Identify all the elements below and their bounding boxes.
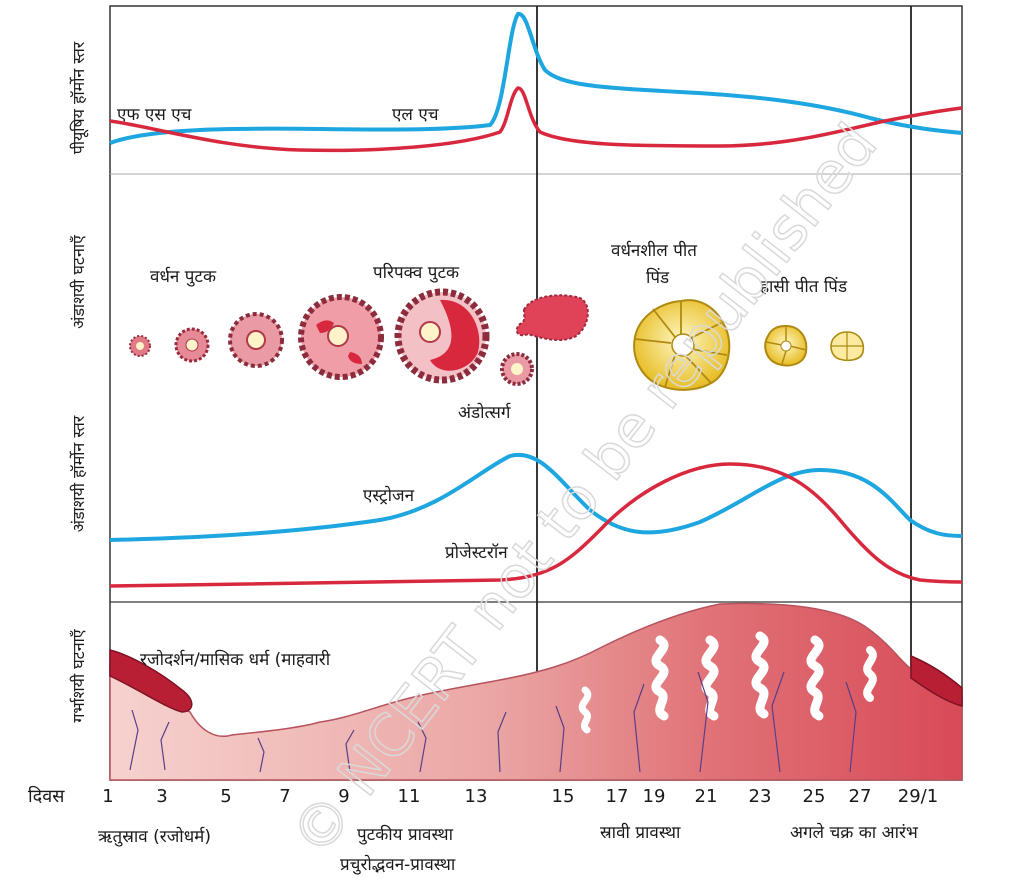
mature-follicle-label: परिपक्व पुटक [373, 262, 460, 283]
ovulation-icon [500, 294, 589, 386]
day-tick: 17 [606, 786, 629, 807]
day-tick: 3 [156, 786, 167, 807]
follicle-growth-sequence-icon [129, 288, 490, 384]
day-tick: 5 [220, 786, 231, 807]
menstrual-phase-label: ऋतुस्राव (रजोधर्म) [98, 826, 211, 847]
lh-label: एल एच [392, 105, 440, 125]
progesterone-label: प्रोजेस्टरॉन [445, 542, 508, 563]
day-tick: 11 [398, 786, 421, 807]
estrogen-label: एस्ट्रोजन [363, 485, 415, 506]
progesterone-curve [109, 462, 963, 588]
estrogen-curve [109, 452, 963, 542]
endometrium-illustration [109, 602, 963, 781]
day-tick: 29/1 [898, 786, 938, 807]
day-tick: 25 [803, 786, 826, 807]
follicular-phase-label-2: प्रचुरोद्भवन-प्रावस्था [340, 854, 456, 875]
day-tick: 9 [338, 786, 349, 807]
developing-corpus-luteum-label-1: वर्धनशील पीत [611, 240, 697, 261]
ovulation-label: अंडोत्सर्ग [458, 402, 511, 423]
menstruation-label: रजोदर्शन/मासिक धर्म (माहवारी [140, 649, 331, 670]
day-tick: 19 [643, 786, 666, 807]
corpus-luteum-icon [633, 299, 865, 391]
follicular-phase-label-1: पुटकीय प्रावस्था [357, 824, 454, 845]
ovarian-events-ylabel: अंडाशयी घटनाएँ [69, 234, 88, 329]
fsh-curve [109, 86, 963, 153]
next-cycle-label: अगले चक्र का आरंभ [790, 822, 919, 843]
day-tick: 7 [279, 786, 290, 807]
fsh-label: एफ एस एच [117, 105, 193, 125]
day-tick: 21 [695, 786, 718, 807]
uterine-events-ylabel: गर्भाशयी घटनाएँ [69, 628, 88, 722]
pituitary-ylabel: पीयूषिय हॉर्मोन स्तर [69, 41, 89, 154]
day-tick: 13 [465, 786, 488, 807]
day-tick: 1 [102, 786, 113, 807]
day-tick: 27 [849, 786, 872, 807]
lh-curve [109, 12, 963, 145]
growing-follicle-label: वर्धन पुटक [150, 266, 217, 287]
days-axis-ticks: 1 3 5 7 9 11 13 15 17 19 21 23 25 27 29/… [102, 786, 938, 807]
secretory-phase-label: स्रावी प्रावस्था [600, 822, 681, 843]
developing-corpus-luteum-label-2: पिंड [646, 267, 670, 288]
day-tick: 23 [749, 786, 772, 807]
day-tick: 15 [552, 786, 575, 807]
ovarian-hormones-ylabel: अंडाशयी हॉर्मोन स्तर [69, 415, 88, 532]
degenerating-corpus-luteum-label: ह्रासी पीत पिंड [760, 276, 848, 297]
days-axis-label: दिवस [28, 785, 65, 807]
